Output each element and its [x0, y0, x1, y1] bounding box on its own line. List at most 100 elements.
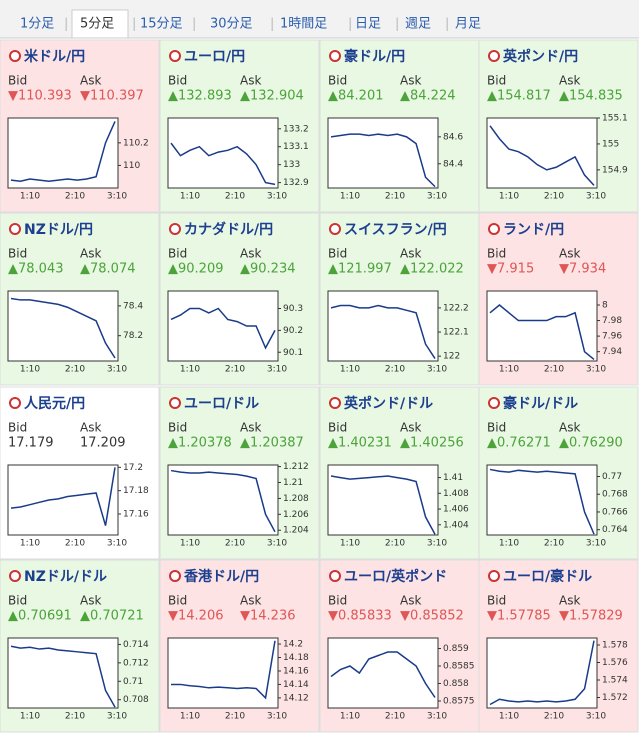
tab-separator: | [192, 17, 196, 32]
y-tick-label: 78.4 [123, 301, 143, 311]
x-tick-label: 1:10 [180, 539, 200, 549]
flag [169, 570, 181, 582]
bid-label: Bid [487, 421, 506, 435]
x-tick-label: 2:10 [225, 539, 245, 549]
bid-value: ▲154.817 [487, 89, 551, 104]
pair-name[interactable]: ユーロ/ドル [184, 396, 259, 412]
ask-value: ▲1.40256 [400, 436, 464, 451]
bid-value: ▼14.206 [168, 609, 224, 624]
pair-name[interactable]: ユーロ/豪ドル [503, 568, 592, 585]
y-tick-label: 110 [123, 161, 140, 171]
pair-name[interactable]: ユーロ/円 [184, 49, 245, 65]
bid-value: ▲121.997 [328, 262, 392, 277]
flag [488, 397, 500, 409]
bid-label: Bid [8, 421, 27, 435]
x-tick-label: 2:10 [544, 365, 564, 375]
bid-value: ▲84.201 [328, 89, 384, 104]
pair-name[interactable]: NZドル/円 [24, 222, 93, 238]
price-line [170, 142, 276, 186]
tab[interactable]: 1時間足 [280, 17, 327, 32]
x-tick-label: 2:10 [385, 539, 405, 549]
x-tick-label: 2:10 [544, 712, 564, 722]
chart-box [7, 290, 119, 362]
x-tick-label: 1:10 [180, 712, 200, 722]
x-tick-label: 3:10 [267, 192, 287, 202]
tab[interactable]: 1分足 [20, 17, 54, 32]
x-tick-label: 1:10 [499, 539, 519, 549]
x-tick-label: 3:10 [427, 712, 447, 722]
flag [9, 223, 21, 235]
x-tick-label: 1:10 [180, 192, 200, 202]
price-line [330, 475, 436, 535]
chart-box [7, 117, 119, 189]
pair-name[interactable]: ユーロ/英ポンド [344, 568, 447, 585]
x-tick-label: 1:10 [20, 365, 40, 375]
ask-value: ▲122.022 [400, 262, 464, 277]
bid-label: Bid [8, 74, 27, 88]
tab[interactable]: 15分足 [140, 17, 183, 32]
y-tick-label: 1.572 [602, 693, 628, 703]
pair-name[interactable]: 香港ドル/円 [183, 568, 259, 585]
ask-label: Ask [240, 247, 261, 261]
price-line [10, 467, 116, 526]
pair-name[interactable]: 米ドル/円 [24, 48, 85, 65]
y-tick-label: 84.6 [443, 132, 463, 142]
tab[interactable]: 週足 [405, 17, 431, 32]
pair-name[interactable]: カナダドル/円 [184, 221, 273, 238]
pair-name[interactable]: ランド/円 [503, 222, 564, 238]
pair-name[interactable]: 豪ドル/円 [344, 48, 405, 65]
bid-label: Bid [487, 594, 506, 608]
y-tick-label: 7.98 [602, 316, 622, 326]
ask-label: Ask [559, 74, 580, 88]
x-tick-label: 1:10 [340, 712, 360, 722]
x-tick-label: 3:10 [107, 192, 127, 202]
y-tick-label: 0.764 [602, 525, 628, 535]
pair-name[interactable]: 英ポンド/ドル [343, 395, 433, 412]
price-line [489, 304, 595, 361]
ask-label: Ask [400, 247, 421, 261]
y-tick-label: 122.1 [443, 328, 469, 338]
y-tick-label: 84.4 [443, 159, 463, 169]
y-tick-label: 0.77 [602, 472, 622, 482]
bid-value: ▼7.915 [487, 262, 534, 277]
bid-label: Bid [328, 74, 347, 88]
flag [329, 223, 341, 235]
y-tick-label: 122.2 [443, 303, 469, 313]
tab[interactable]: 5分足 [80, 17, 114, 32]
pair-name[interactable]: 英ポンド/円 [502, 48, 578, 65]
bid-label: Bid [328, 247, 347, 261]
x-tick-label: 1:10 [340, 365, 360, 375]
y-tick-label: 17.16 [123, 510, 149, 520]
y-tick-label: 14.14 [283, 680, 309, 690]
price-line [170, 307, 276, 350]
flag [329, 50, 341, 62]
ask-value: ▲132.904 [240, 89, 304, 104]
ask-label: Ask [240, 421, 261, 435]
tab-separator: | [395, 17, 399, 32]
pair-name[interactable]: スイスフラン/円 [344, 222, 447, 238]
chart-box [486, 117, 598, 189]
y-tick-label: 17.18 [123, 486, 149, 496]
y-tick-label: 154.9 [602, 165, 628, 175]
ask-label: Ask [559, 421, 580, 435]
bid-value: ▲0.70691 [8, 609, 72, 624]
x-tick-label: 3:10 [427, 539, 447, 549]
price-line [170, 469, 276, 533]
tab[interactable]: 月足 [455, 17, 481, 32]
price-line [330, 133, 436, 188]
pair-name[interactable]: 人民元/円 [24, 395, 85, 412]
chart-box [327, 117, 439, 189]
y-tick-label: 7.96 [602, 332, 622, 342]
x-tick-label: 1:10 [340, 192, 360, 202]
ask-value: ▲154.835 [559, 89, 623, 104]
bid-value: ▲78.043 [8, 262, 64, 277]
ask-label: Ask [80, 594, 101, 608]
tab[interactable]: 日足 [355, 17, 381, 32]
tab[interactable]: 30分足 [210, 17, 253, 32]
pair-name[interactable]: 豪ドル/ドル [503, 395, 578, 412]
price-line [171, 640, 276, 700]
pair-name[interactable]: NZドル/ドル [24, 569, 107, 585]
x-tick-label: 1:10 [180, 365, 200, 375]
chart-box [167, 464, 279, 536]
bid-value: ▲1.40231 [328, 436, 392, 451]
